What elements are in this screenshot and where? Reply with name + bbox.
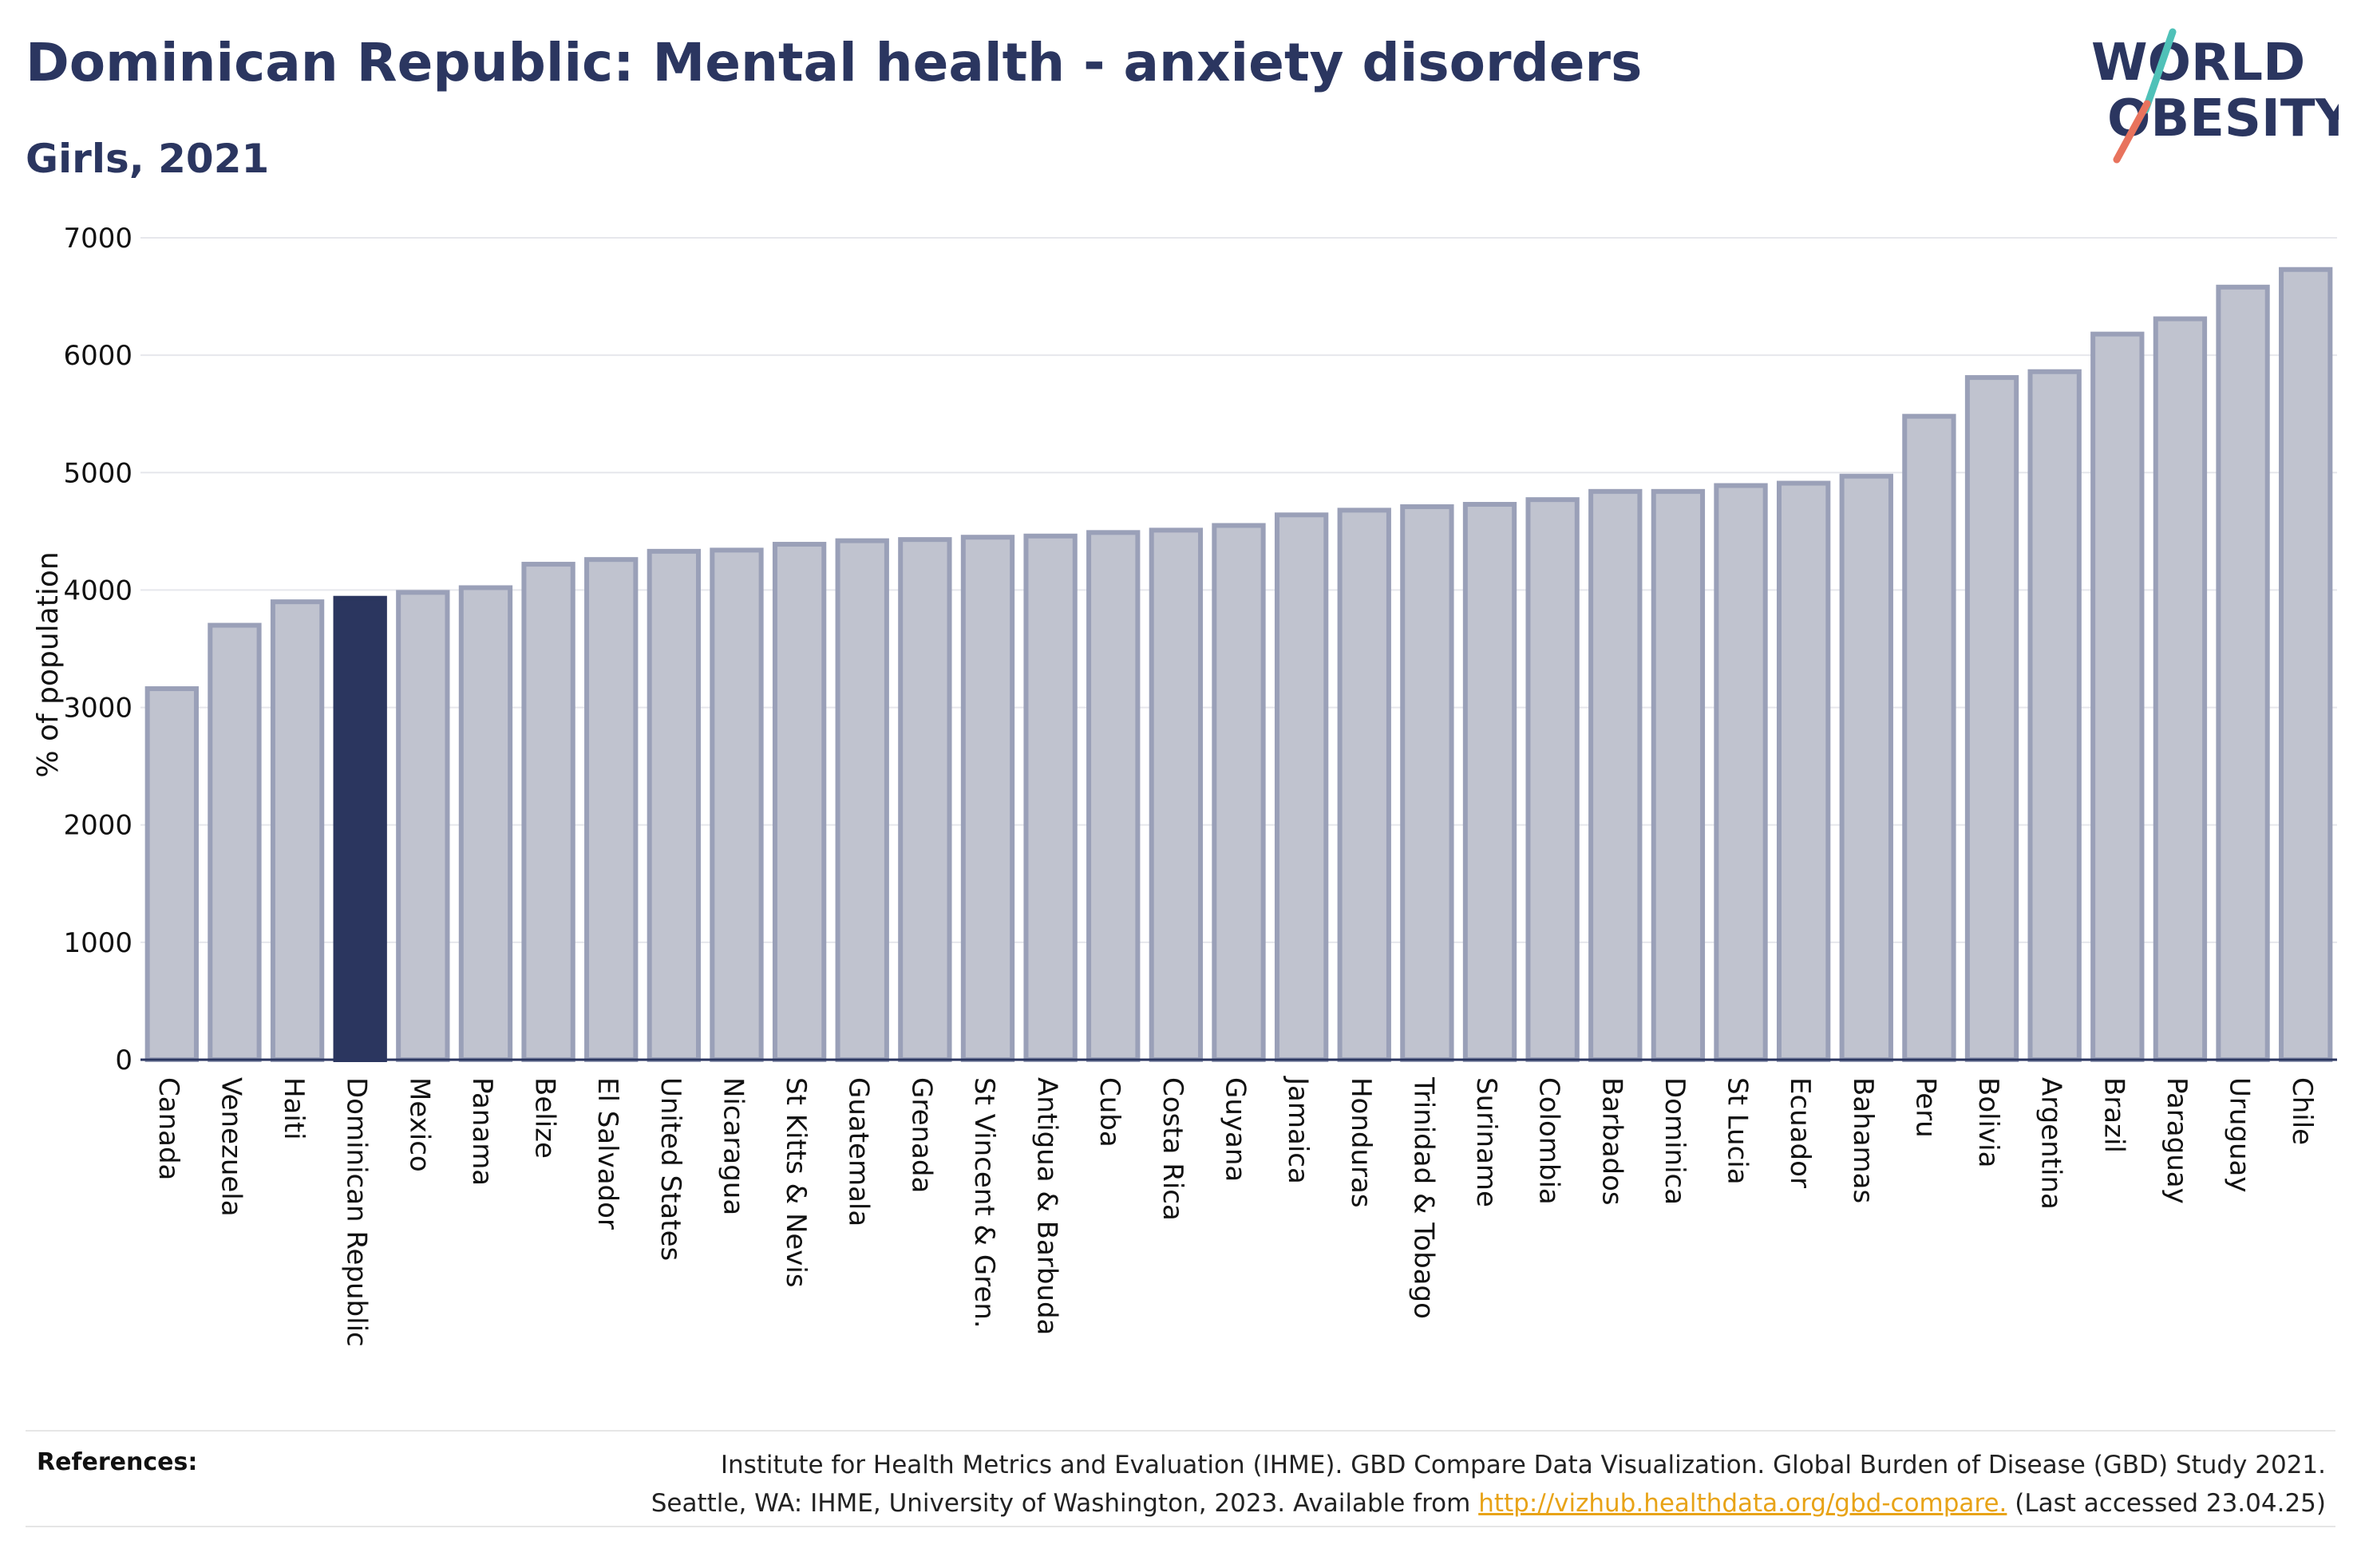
x-tick-label: Argentina (2035, 1077, 2067, 1210)
x-tick-label: El Salvador (591, 1077, 623, 1230)
bar-st-lucia (1714, 483, 1768, 1062)
y-axis-ticks: 0 1000 2000 3000 4000 5000 6000 7000 (63, 223, 132, 1076)
x-tick-label: Uruguay (2224, 1077, 2256, 1193)
bar-colombia (1525, 497, 1580, 1062)
bar-haiti (270, 599, 325, 1062)
x-tick-label: St Kitts & Nevis (780, 1077, 812, 1288)
page-subtitle: Girls, 2021 (26, 136, 270, 182)
bar-ecuador (1776, 480, 1831, 1062)
bar-bolivia (1964, 375, 2019, 1063)
page-title: Dominican Republic: Mental health - anxi… (26, 32, 1643, 93)
x-tick-label: Bolivia (1972, 1077, 2004, 1167)
logo-slash-teal (2142, 28, 2177, 114)
reference-line-2-start: Seattle, WA: IHME, University of Washing… (651, 1489, 1479, 1518)
logo-word-world: WORLD (2091, 34, 2305, 93)
x-tick-label: Costa Rica (1157, 1077, 1188, 1221)
x-tick-label: Cuba (1093, 1077, 1125, 1147)
y-tick-label: 3000 (63, 693, 132, 725)
x-tick-label: Trinidad & Tobago (1407, 1076, 1439, 1319)
x-tick-label: Bahamas (1847, 1077, 1879, 1203)
x-tick-label: Paraguay (2161, 1077, 2193, 1204)
bar-suriname (1462, 502, 1517, 1062)
x-tick-label: Venezuela (215, 1077, 247, 1217)
bar-belize (521, 562, 575, 1062)
x-tick-label: Jamaica (1282, 1076, 1314, 1184)
bar-st-vincent-gren- (960, 535, 1015, 1062)
bar-dominican-republic (333, 595, 387, 1062)
bar-panama (458, 585, 513, 1062)
y-tick-label: 5000 (63, 457, 132, 489)
bar-honduras (1337, 508, 1391, 1062)
x-tick-label: Mexico (403, 1077, 435, 1172)
bars (144, 267, 2333, 1063)
bar-canada (144, 686, 199, 1062)
references-text: Institute for Health Metrics and Evaluat… (651, 1446, 2326, 1523)
bar-nicaragua (710, 547, 764, 1062)
x-tick-label: Guyana (1220, 1077, 1252, 1182)
y-tick-label: 0 (115, 1045, 132, 1076)
bar-trinidad-tobago (1400, 504, 1454, 1062)
bar-mexico (396, 590, 450, 1062)
bar-brazil (2090, 331, 2145, 1062)
x-axis-ticks: Canada Venezuela Haiti Dominican Republic Me… (152, 1076, 2318, 1347)
x-tick-label: Brazil (2098, 1077, 2130, 1153)
x-tick-label: Guatemala (843, 1077, 875, 1226)
bar-chart: 0 1000 2000 3000 4000 5000 6000 7000 Canada Vene… (32, 223, 2337, 1347)
x-tick-label: Ecuador (1784, 1077, 1816, 1188)
y-tick-label: 1000 (63, 927, 132, 959)
references-label: References: (37, 1448, 198, 1476)
x-tick-label: Grenada (905, 1077, 937, 1193)
bar-bahamas (1839, 473, 1893, 1062)
x-tick-label: Peru (1909, 1077, 1941, 1138)
bar-jamaica (1274, 512, 1329, 1062)
x-tick-label: United States (655, 1077, 686, 1261)
bar-uruguay (2216, 284, 2270, 1062)
x-tick-label: Dominica (1659, 1077, 1691, 1205)
x-tick-label: Barbados (1596, 1077, 1627, 1206)
bar-venezuela (208, 622, 262, 1062)
x-tick-label: Antigua & Barbuda (1031, 1077, 1063, 1335)
bar-united-states (647, 548, 702, 1062)
y-tick-label: 2000 (63, 810, 132, 842)
bar-guyana (1212, 523, 1266, 1062)
reference-line-2-end: (Last accessed 23.04.25) (2007, 1489, 2326, 1518)
bar-chile (2279, 267, 2333, 1062)
reference-line-2: Seattle, WA: IHME, University of Washing… (651, 1484, 2326, 1523)
bar-dominica (1651, 488, 1706, 1062)
logo-slash-coral (2113, 100, 2151, 164)
reference-line-1: Institute for Health Metrics and Evaluat… (720, 1451, 2326, 1479)
x-tick-label: St Lucia (1722, 1077, 1754, 1185)
x-tick-label: Colombia (1533, 1077, 1565, 1205)
x-tick-label: Honduras (1345, 1077, 1377, 1208)
bar-costa-rica (1149, 527, 1204, 1062)
bar-barbados (1588, 488, 1643, 1062)
x-tick-label: Haiti (278, 1077, 310, 1140)
references-top-rule (26, 1430, 2335, 1432)
bar-el-salvador (584, 557, 639, 1062)
y-tick-label: 4000 (63, 575, 132, 606)
bar-peru (1902, 413, 1956, 1062)
x-tick-label: Nicaragua (717, 1077, 749, 1215)
bar-paraguay (2153, 316, 2208, 1062)
bar-cuba (1086, 530, 1141, 1062)
x-tick-label: Suriname (1470, 1077, 1502, 1207)
x-tick-label: Panama (466, 1077, 498, 1186)
x-tick-label: Chile (2286, 1077, 2318, 1145)
bar-argentina (2027, 369, 2082, 1062)
bar-antigua-barbuda (1023, 533, 1078, 1062)
bar-st-kitts-nevis (772, 542, 827, 1062)
world-obesity-logo: WORLD OBESITY (2091, 28, 2339, 164)
x-tick-label: St Vincent & Gren. (968, 1077, 1000, 1329)
bar-grenada (898, 537, 952, 1062)
x-tick-label: Belize (529, 1077, 561, 1159)
bar-guatemala (835, 538, 889, 1062)
y-tick-label: 7000 (63, 223, 132, 255)
x-tick-label: Canada (152, 1077, 184, 1180)
y-axis-label: % of population (32, 551, 65, 777)
y-tick-label: 6000 (63, 340, 132, 372)
references-bottom-rule (26, 1526, 2335, 1527)
reference-link[interactable]: http://vizhub.healthdata.org/gbd-compare… (1478, 1489, 2007, 1518)
x-tick-label: Dominican Republic (341, 1077, 373, 1347)
